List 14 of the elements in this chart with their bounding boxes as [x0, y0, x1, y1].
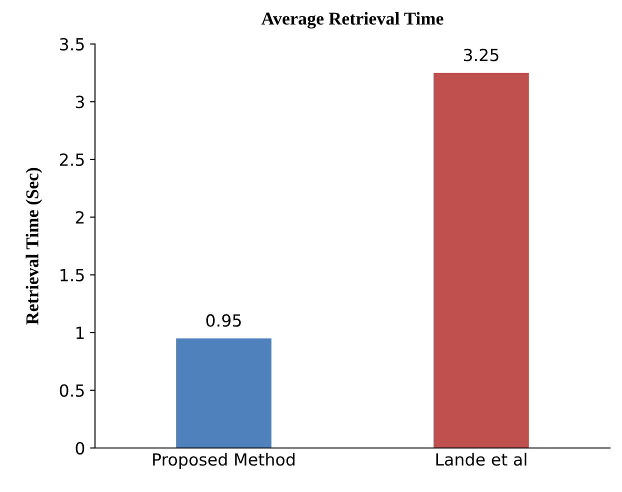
y-axis-title: Retrieval Time (Sec) — [26, 168, 42, 325]
y-tick-label: 1.5 — [60, 269, 84, 282]
data-label: 0.95 — [206, 314, 241, 327]
y-tick-label: 1 — [76, 326, 84, 339]
x-tick-label: Proposed Method — [153, 452, 294, 469]
y-tick-label: 2.5 — [60, 153, 84, 166]
y-tick-label: 0 — [76, 442, 84, 455]
y-tick-label: 2 — [76, 211, 84, 224]
x-tick-label: Lande et al — [436, 452, 526, 466]
data-label: 3.25 — [464, 48, 498, 62]
y-tick-label: 0.5 — [60, 384, 84, 397]
y-tick-label: 3 — [76, 96, 84, 108]
chart-title: Average Retrieval Time — [261, 12, 444, 29]
y-tick-label: 3.5 — [60, 38, 84, 51]
